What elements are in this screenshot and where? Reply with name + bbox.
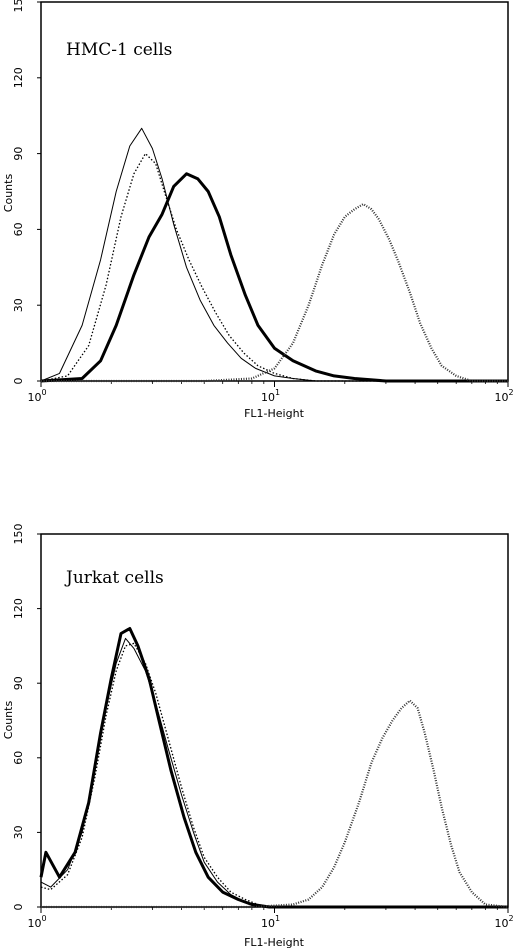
x-tick-label: 102 (494, 914, 513, 930)
histogram-series-hatched (41, 203, 508, 383)
y-tick-label: 30 (12, 825, 25, 839)
x-tick-label: 101 (261, 388, 280, 404)
y-tick-label: 30 (12, 298, 25, 312)
y-axis: 0 30 60 90 120 150 (12, 524, 41, 911)
plot-frame (40, 533, 509, 908)
y-axis-label: Counts (2, 174, 15, 213)
series-layer (40, 127, 508, 383)
x-axis: 100 101 102 (27, 907, 514, 930)
x-tick-label: 101 (261, 914, 280, 930)
histogram-series-hatched (41, 699, 509, 909)
panel-title: Jurkat cells (64, 568, 164, 588)
y-tick-label: 60 (12, 751, 25, 765)
x-tick-label: 100 (27, 388, 46, 404)
x-tick-label: 102 (494, 388, 513, 404)
y-tick-label: 0 (12, 904, 25, 911)
x-axis-label: FL1-Height (244, 936, 304, 949)
histogram-series-thick (40, 172, 508, 383)
x-axis-label: FL1-Height (244, 407, 304, 420)
y-tick-label: 150 (12, 0, 25, 13)
series-layer (39, 627, 509, 909)
y-tick-label: 120 (12, 67, 25, 88)
y-axis: 0 30 60 90 120 150 (12, 0, 41, 385)
histogram-panel-hmc1: HMC-1 cells 0 30 60 90 120 150 100 101 102 Coun… (2, 0, 514, 420)
y-axis-label: Counts (2, 701, 15, 740)
y-tick-label: 90 (12, 147, 25, 161)
y-tick-label: 150 (12, 524, 25, 545)
y-tick-label: 60 (12, 222, 25, 236)
histogram-series-thin (40, 127, 508, 382)
y-tick-label: 0 (12, 378, 25, 385)
x-axis: 100 101 102 (27, 381, 514, 404)
histogram-panel-jurkat: Jurkat cells 0 30 60 90 120 150 100 101 102 Cou… (2, 524, 514, 950)
histogram-series-thick (39, 627, 508, 909)
y-tick-label: 90 (12, 676, 25, 690)
x-tick-label: 100 (27, 914, 46, 930)
y-tick-label: 120 (12, 598, 25, 619)
panel-title: HMC-1 cells (66, 40, 172, 60)
histogram-series-dotted (40, 152, 508, 382)
